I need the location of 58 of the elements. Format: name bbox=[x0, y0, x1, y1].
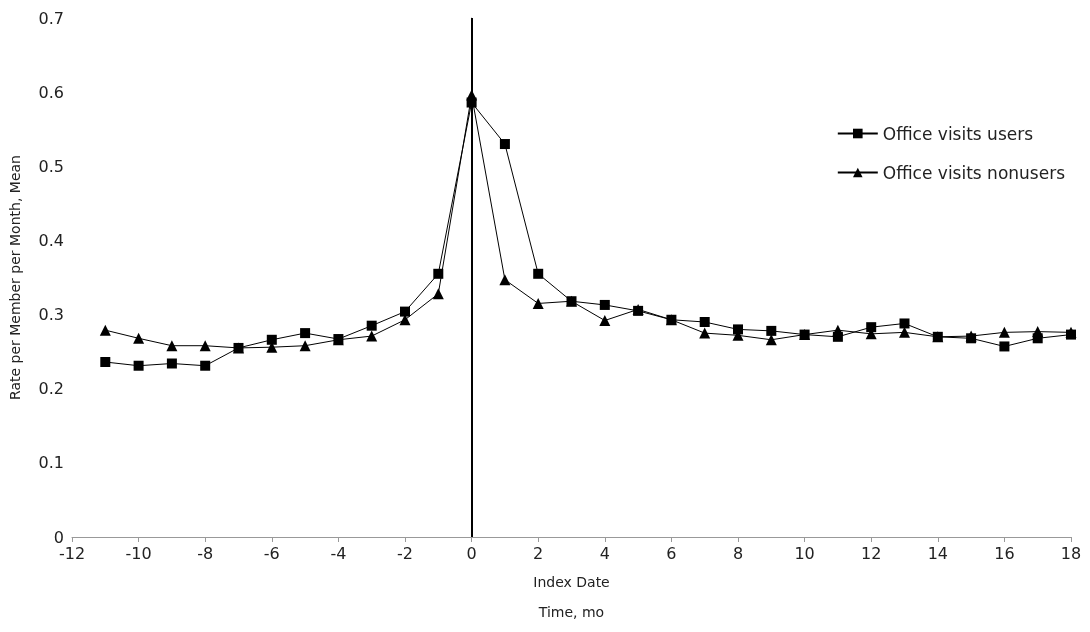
point bbox=[899, 318, 910, 329]
point bbox=[166, 340, 178, 352]
y-tick-label: 0.2 bbox=[38, 379, 64, 399]
point bbox=[133, 360, 144, 371]
y-axis-title: Rate per Member per Month, Mean bbox=[7, 155, 23, 400]
point bbox=[266, 334, 277, 345]
x-tick-label: 10 bbox=[794, 543, 815, 563]
x-axis-title: Index Date Time, mo bbox=[533, 574, 610, 620]
point bbox=[766, 325, 777, 336]
point bbox=[533, 268, 544, 279]
point bbox=[1032, 326, 1044, 338]
point bbox=[499, 274, 511, 286]
y-tick-label: 0.3 bbox=[38, 305, 64, 325]
y-tick-label: 0.7 bbox=[38, 8, 64, 28]
point bbox=[699, 316, 710, 327]
point bbox=[998, 326, 1010, 338]
x-tick-label: -6 bbox=[263, 543, 280, 563]
point bbox=[832, 324, 844, 336]
x-tick-label: 2 bbox=[533, 543, 544, 563]
x-tick-label: 14 bbox=[927, 543, 948, 563]
point bbox=[599, 299, 610, 310]
x-tick-label: 8 bbox=[732, 543, 744, 563]
point bbox=[999, 341, 1010, 352]
point bbox=[366, 320, 377, 331]
x-tick-label: 6 bbox=[666, 543, 677, 563]
point bbox=[765, 334, 777, 346]
x-tick-label: 0 bbox=[466, 543, 477, 563]
y-tick-label: 0.5 bbox=[38, 156, 64, 176]
point bbox=[532, 297, 544, 309]
point bbox=[100, 357, 111, 368]
y-tick-label: 0.1 bbox=[38, 453, 64, 473]
legend-label: Office visits nonusers bbox=[882, 162, 1066, 183]
y-tick-label: 0.4 bbox=[38, 230, 64, 250]
x-tick-label: -4 bbox=[330, 543, 347, 563]
x-tick-label: 18 bbox=[1060, 543, 1082, 563]
point bbox=[733, 324, 743, 335]
point bbox=[366, 330, 378, 342]
point bbox=[133, 332, 145, 344]
x-tick-label: -10 bbox=[125, 543, 152, 563]
legend-label: Office visits users bbox=[882, 123, 1034, 144]
point bbox=[99, 324, 111, 336]
x-tick-label: -2 bbox=[397, 543, 413, 563]
point bbox=[166, 358, 177, 369]
point bbox=[299, 340, 311, 352]
point bbox=[599, 315, 611, 326]
point bbox=[199, 340, 211, 352]
x-tick-label: 12 bbox=[861, 543, 882, 563]
point bbox=[866, 322, 877, 333]
point bbox=[400, 306, 410, 317]
point bbox=[699, 327, 711, 339]
point bbox=[200, 360, 211, 371]
x-tick-label: 16 bbox=[994, 543, 1015, 563]
x-tick-label: -8 bbox=[197, 543, 214, 563]
point bbox=[300, 328, 311, 339]
point bbox=[432, 288, 444, 300]
y-tick-label: 0.6 bbox=[38, 82, 64, 102]
point bbox=[499, 139, 510, 150]
x-tick-label: 4 bbox=[599, 543, 610, 563]
